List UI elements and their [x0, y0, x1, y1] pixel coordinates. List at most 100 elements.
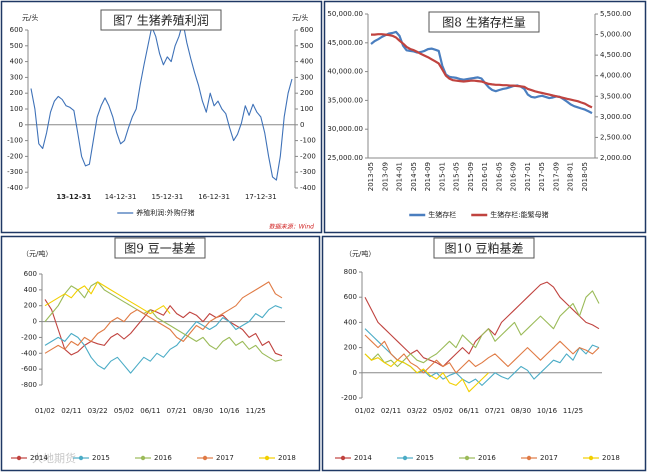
y-tick-label: 500	[10, 42, 23, 50]
legend-label: 生猪存栏	[428, 210, 456, 219]
y2-tick-label: 400	[300, 58, 313, 66]
panel-frame	[321, 235, 647, 472]
y-tick-label: 0	[19, 121, 23, 129]
x-tick-label: 2017-09	[552, 162, 560, 191]
y-tick-label: 30,000.00	[327, 125, 363, 133]
chart-title: 图8 生猪存栏量	[442, 15, 525, 30]
y2-tick-label: 300	[300, 73, 313, 81]
y2-tick-label: -200	[300, 152, 316, 160]
x-tick-label: 13-12-31	[56, 193, 91, 201]
x-tick-label: 2018-05	[581, 162, 589, 191]
x-tick-label: 02/11	[381, 407, 401, 415]
y2-tick-label: 0	[300, 121, 304, 129]
legend-label: 2015	[92, 454, 110, 462]
x-tick-label: 2016-09	[510, 162, 518, 191]
x-tick-label: 2015-05	[453, 162, 461, 191]
x-tick-label: 11/25	[246, 407, 266, 415]
y-tick-label: 25,000.00	[327, 154, 363, 162]
x-tick-label: 07/21	[167, 407, 187, 415]
legend-label: 2017	[540, 454, 558, 462]
x-tick-label: 05/02	[114, 407, 134, 415]
panel-frame	[0, 0, 323, 234]
series-line	[364, 353, 489, 393]
y-tick-label: -200	[341, 394, 357, 402]
y-tick-label: 300	[10, 73, 23, 81]
x-tick-label: 03/22	[407, 407, 427, 415]
x-tick-label: 15-12-31	[151, 193, 183, 201]
y-axis-label: （元/吨）	[345, 249, 375, 258]
x-tick-label: 03/22	[88, 407, 108, 415]
y-tick-label: 600	[10, 26, 23, 34]
y-tick-label: -200	[7, 152, 23, 160]
x-tick-label: 10/16	[219, 407, 240, 415]
x-tick-label: 2017-01	[524, 162, 532, 191]
y2-tick-label: 5,500.00	[600, 10, 631, 18]
legend-label: 2014	[354, 454, 372, 462]
y-tick-label: 200	[10, 89, 23, 97]
x-tick-label: 2013-05	[367, 162, 375, 191]
series-line	[44, 305, 283, 374]
chart-title: 图7 生猪养殖利润	[113, 13, 208, 28]
chart-title: 图9 豆一基差	[124, 242, 195, 256]
legend-label: 2014	[30, 454, 48, 462]
x-tick-label: 17-12-31	[245, 193, 277, 201]
title-box	[100, 9, 222, 31]
y-tick-label: 200	[24, 302, 37, 310]
x-tick-label: 06/11	[140, 407, 160, 415]
x-tick-label: 10/16	[537, 407, 558, 415]
y-tick-label: 200	[344, 344, 357, 352]
panel-frame	[0, 235, 321, 472]
series-line	[364, 334, 600, 374]
x-tick-label: 01/02	[355, 407, 375, 415]
x-tick-label: 2016-01	[481, 162, 489, 191]
legend-label: 养殖利润:外购仔猪	[136, 208, 194, 217]
y-tick-label: -600	[21, 365, 37, 373]
x-tick-label: 2014-09	[424, 162, 432, 191]
title-box	[433, 237, 535, 259]
legend-label: 2017	[216, 454, 234, 462]
x-tick-label: 2014-01	[396, 162, 404, 191]
y2-tick-label: 2,500.00	[600, 133, 631, 141]
y-tick-label: 50,000.00	[327, 10, 363, 18]
y2-tick-label: -400	[300, 184, 316, 192]
y-tick-label: 400	[24, 286, 37, 294]
x-tick-label: 08/30	[511, 407, 531, 415]
y-axis-label: （元/吨）	[22, 249, 52, 258]
y2-tick-label: -100	[300, 137, 316, 145]
source-note: 数据来源：Wind	[269, 223, 314, 231]
legend-label: 生猪存栏:能繁母猪	[490, 210, 548, 219]
y-tick-label: 600	[344, 293, 357, 301]
y2-tick-label: 500	[300, 42, 313, 50]
y-tick-label: -400	[7, 184, 23, 192]
x-tick-label: 11/25	[563, 407, 583, 415]
y2-tick-label: 200	[300, 89, 313, 97]
y-tick-label: -100	[7, 137, 23, 145]
legend-label: 2018	[602, 454, 620, 462]
x-tick-label: 02/11	[61, 407, 81, 415]
y2-axis-label: 元/头	[292, 13, 308, 22]
y2-tick-label: -300	[300, 168, 316, 176]
series-line	[44, 281, 283, 354]
y-tick-label: 40,000.00	[327, 68, 363, 76]
x-tick-label: 01/02	[35, 407, 55, 415]
y-tick-label: -800	[21, 381, 37, 389]
y-tick-label: 0	[33, 318, 37, 326]
y2-tick-label: 100	[300, 105, 313, 113]
series-line	[44, 281, 171, 315]
x-tick-label: 2016-05	[495, 162, 503, 191]
y2-tick-label: 3,000.00	[600, 113, 631, 121]
x-tick-label: 16-12-31	[198, 193, 230, 201]
title-box	[114, 237, 206, 259]
x-tick-label: 2013-09	[381, 162, 389, 191]
series-line	[44, 281, 283, 362]
y2-tick-label: 4,000.00	[600, 72, 631, 80]
watermark: 大地期货	[32, 451, 76, 465]
y-tick-label: 100	[10, 105, 23, 113]
y2-tick-label: 3,500.00	[600, 92, 631, 100]
legend-label: 2018	[278, 454, 296, 462]
y2-tick-label: 2,000.00	[600, 154, 631, 162]
x-tick-label: 08/30	[193, 407, 213, 415]
chart-title: 图10 豆粕基差	[444, 241, 523, 256]
